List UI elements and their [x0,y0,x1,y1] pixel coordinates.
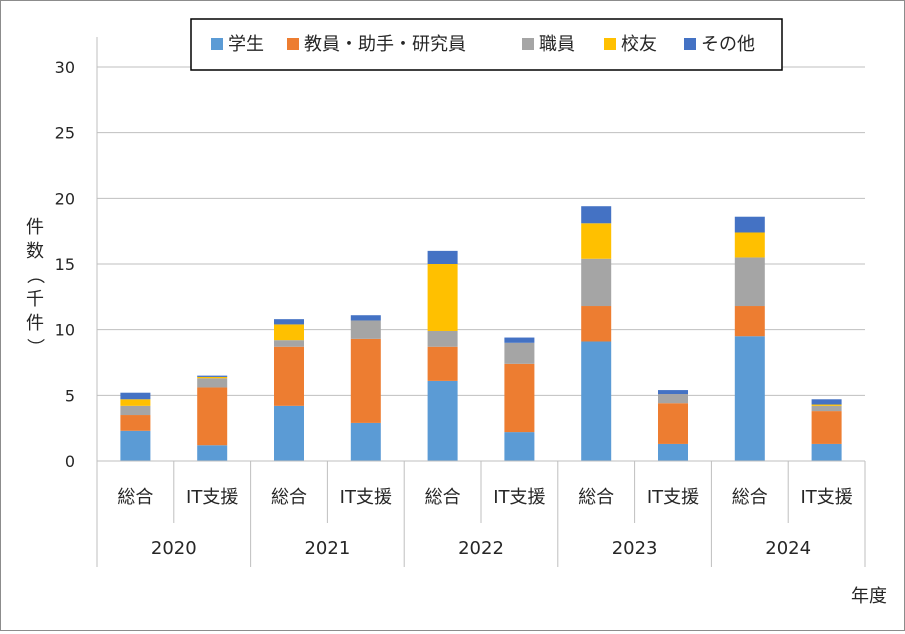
bar-segment [581,258,612,307]
bar-segment [811,443,842,461]
bar-segment [734,257,765,307]
y-tick-label: 10 [55,321,75,340]
bar-segment [658,394,688,404]
bar-segment [350,338,381,423]
legend-swatch [522,38,534,50]
legend-swatch [287,38,299,50]
bar-segment [658,443,688,461]
bar-segment [120,430,151,461]
x-axis: 総合 IT支援 総合 IT支援 総合 IT支援 総合 IT支援 総合 IT支援 2020 2021 20… [96,460,866,567]
x-category-label: 総合 [425,487,461,508]
bar-segment [274,340,304,347]
bar-segment [734,336,765,461]
bar-segment [197,375,228,377]
legend-label: その他 [701,34,755,55]
legend-label: 教員・助手・研究員 [304,34,466,55]
bar-segment [427,330,458,347]
bar-segment [427,264,458,331]
x-category-label: IT支援 [800,487,852,508]
y-axis-ticks: 0 5 10 15 20 25 30 [55,58,75,471]
bar-segment [120,405,151,416]
bar-segment [504,363,535,433]
y-axis-title-char: 千 [26,289,44,310]
x-group-label: 2024 [765,538,811,559]
bar-segment [504,342,535,364]
bar-segment [427,380,458,461]
bar-segment [581,206,612,224]
x-category-label: 総合 [732,487,768,508]
bar-segment [504,337,535,343]
x-group-label: 2022 [458,538,504,559]
x-group-label: 2021 [304,538,350,559]
bar-segment [581,306,612,342]
x-group-label: 2023 [612,538,658,559]
bar-segment [658,390,688,395]
bar-segment [734,232,765,258]
x-category-label: IT支援 [340,487,392,508]
x-group-label: 2020 [151,538,197,559]
y-tick-label: 25 [55,124,75,143]
legend-swatch [211,38,223,50]
x-category-label: 総合 [271,487,307,508]
bar-segment [734,306,765,337]
bar-segment [734,216,765,233]
bar-segment [350,320,381,339]
y-axis-title-char: 件 [26,313,44,334]
bar-segment [811,399,842,405]
bar-segment [274,405,304,461]
bar-segment [197,378,228,388]
y-tick-label: 30 [55,58,75,77]
bar-segment [811,405,842,412]
bar-segment [197,376,228,379]
bars [120,206,842,461]
bar-segment [658,403,688,444]
bar-segment [274,324,304,341]
y-tick-label: 0 [65,452,75,471]
bar-segment [811,404,842,406]
bar-segment [120,392,151,400]
y-axis-title-char: ） [24,338,45,356]
y-axis-title-char: 件 [26,217,44,238]
legend: 学生 教員・助手・研究員 職員 校友 その他 [190,18,783,71]
x-category-label: IT支援 [647,487,699,508]
x-category-label: 総合 [117,487,153,508]
bar-segment [581,341,612,461]
x-axis-title: 年度 [851,586,887,607]
bar-segment [427,250,458,264]
bar-segment [274,319,304,325]
bar-segment [197,445,228,461]
bar-segment [274,346,304,406]
x-category-label: IT支援 [186,487,238,508]
x-category-label: IT支援 [493,487,545,508]
x-category-label: 総合 [578,487,614,508]
bar-segment [197,387,228,446]
y-tick-label: 15 [55,255,75,274]
legend-swatch [604,38,616,50]
y-axis-title: 件数（千件） [24,217,45,356]
legend-swatch [684,38,696,50]
bar-segment [120,399,151,406]
y-axis-title-char: （ [24,266,45,284]
y-tick-label: 20 [55,189,75,208]
bar-segment [350,315,381,321]
bar-segment [811,411,842,444]
legend-label: 校友 [621,34,657,55]
bar-segment [120,415,151,431]
bar-segment [350,422,381,461]
bar-segment [581,223,612,259]
y-axis-title-char: 数 [26,241,44,262]
bar-segment [504,432,535,461]
legend-label: 学生 [228,34,264,55]
y-tick-label: 5 [65,386,75,405]
bar-segment [427,346,458,381]
legend-label: 職員 [539,34,575,55]
